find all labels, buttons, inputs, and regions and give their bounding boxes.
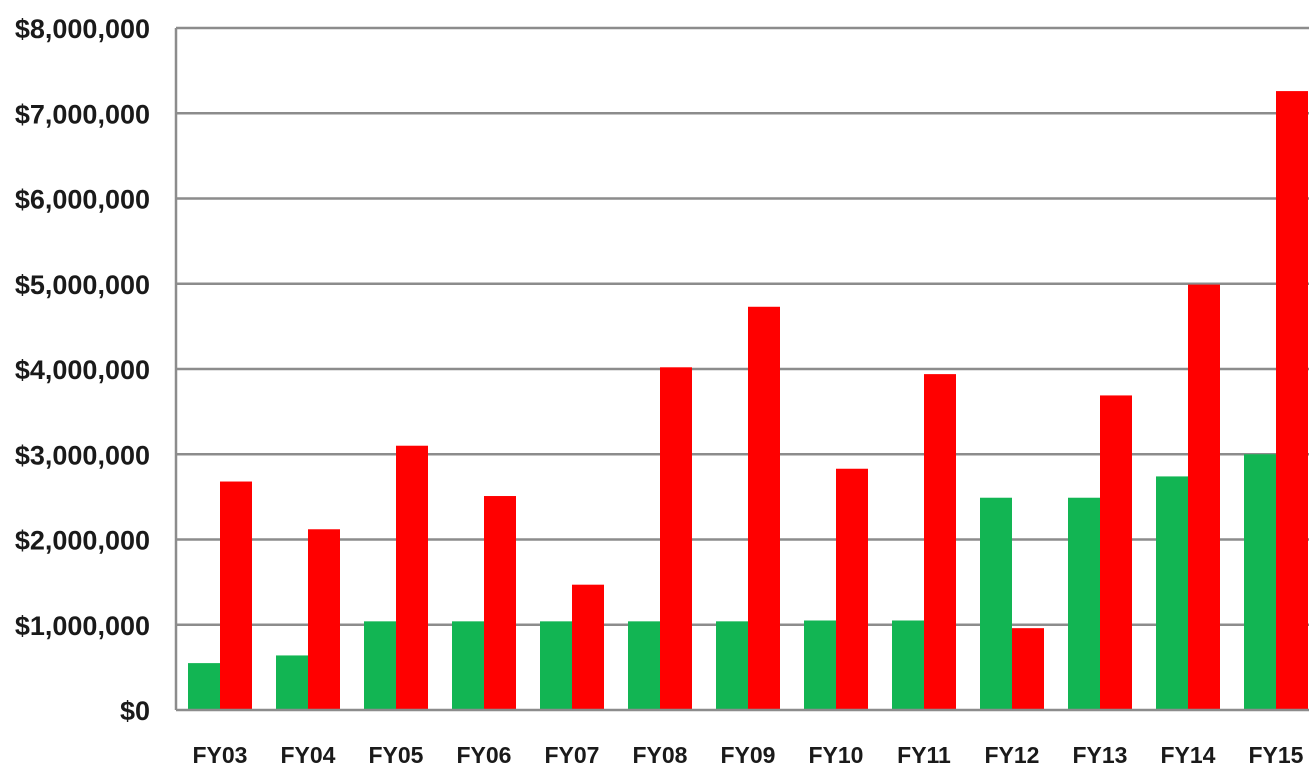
axes: [174, 28, 1309, 712]
red-bar-fy05: [396, 445, 428, 710]
x-category-label: FY05: [369, 742, 424, 768]
x-category-label: FY04: [281, 742, 336, 768]
bars: [188, 91, 1308, 710]
x-category-label: FY07: [545, 742, 600, 768]
green-bar-fy03: [188, 663, 220, 710]
red-bar-fy06: [484, 496, 516, 710]
green-bar-fy14: [1156, 476, 1188, 710]
red-bar-fy07: [572, 584, 604, 710]
x-category-label: FY03: [193, 742, 248, 768]
red-bar-fy13: [1100, 395, 1132, 710]
x-category-label: FY12: [985, 742, 1040, 768]
green-bar-fy13: [1068, 497, 1100, 710]
red-bar-fy15: [1276, 91, 1308, 710]
green-bar-fy08: [628, 621, 660, 710]
x-category-label: FY15: [1249, 742, 1304, 768]
red-bar-fy09: [748, 306, 780, 710]
red-bar-fy12: [1012, 628, 1044, 710]
green-bar-fy11: [892, 620, 924, 710]
green-bar-fy15: [1244, 454, 1276, 710]
x-category-label: FY10: [809, 742, 864, 768]
x-category-label: FY08: [633, 742, 688, 768]
y-tick-label: $0: [120, 696, 150, 726]
y-axis-tick-labels: $0 $1,000,000 $2,000,000 $3,000,000 $4,000,0…: [15, 14, 150, 726]
green-bar-fy06: [452, 621, 484, 710]
red-bar-fy08: [660, 367, 692, 710]
gridlines: [176, 26, 1309, 626]
green-bar-fy09: [716, 621, 748, 710]
y-tick-label: $7,000,000: [15, 99, 150, 129]
y-tick-label: $4,000,000: [15, 355, 150, 385]
green-bar-fy07: [540, 621, 572, 710]
y-tick-label: $1,000,000: [15, 611, 150, 641]
green-bar-fy04: [276, 655, 308, 710]
y-tick-label: $6,000,000: [15, 185, 150, 215]
y-tick-label: $5,000,000: [15, 270, 150, 300]
y-tick-label: $2,000,000: [15, 526, 150, 556]
red-bar-fy04: [308, 529, 340, 710]
x-category-label: FY14: [1161, 742, 1216, 768]
green-bar-fy12: [980, 497, 1012, 710]
x-category-label: FY13: [1073, 742, 1128, 768]
red-bar-fy14: [1188, 284, 1220, 710]
x-category-label: FY11: [897, 742, 951, 768]
y-tick-label: $8,000,000: [15, 14, 150, 44]
red-bar-fy03: [220, 481, 252, 710]
red-bar-fy10: [836, 468, 868, 710]
red-bar-fy11: [924, 374, 956, 710]
x-axis-category-labels: FY03 FY04 FY05 FY06 FY07 FY08 FY09 FY10 FY11 FY12…: [193, 742, 1304, 768]
x-category-label: FY09: [721, 742, 776, 768]
x-category-label: FY06: [457, 742, 512, 768]
green-bar-fy10: [804, 620, 836, 710]
green-bar-fy05: [364, 621, 396, 710]
y-tick-label: $3,000,000: [15, 440, 150, 470]
